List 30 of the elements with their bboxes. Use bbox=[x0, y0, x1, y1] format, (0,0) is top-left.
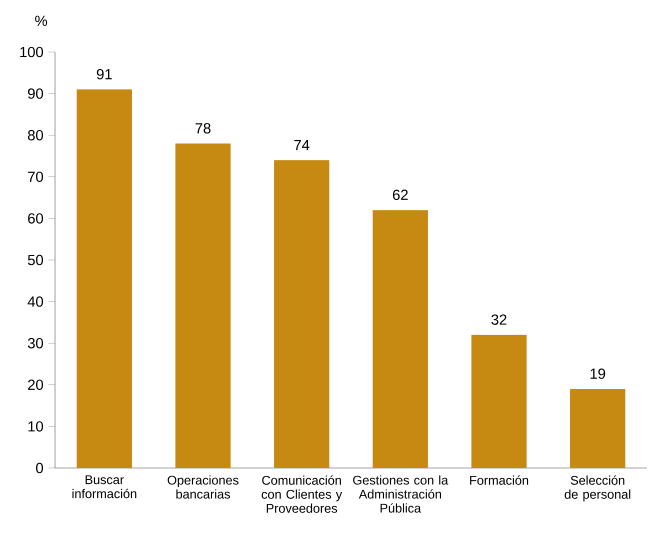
x-tick-label: Gestiones con la Administración Pública bbox=[353, 475, 448, 513]
bar bbox=[372, 210, 428, 468]
y-tick-label: 40 bbox=[28, 296, 44, 307]
y-tick-label: 50 bbox=[28, 254, 44, 266]
y-tick-label: 100 bbox=[20, 46, 44, 58]
x-tick-label: Selección de personal bbox=[564, 475, 630, 502]
y-tick-label: 90 bbox=[28, 88, 44, 99]
y-tick-label: 0 bbox=[36, 462, 44, 474]
bar bbox=[175, 144, 231, 468]
data-label: 19 bbox=[590, 368, 606, 379]
x-tick-label: Buscar información bbox=[72, 475, 136, 498]
data-label: 74 bbox=[294, 140, 310, 150]
y-tick-label: 30 bbox=[28, 338, 44, 348]
y-tick-label: 10 bbox=[28, 421, 44, 432]
data-label: 91 bbox=[96, 69, 112, 80]
bar bbox=[570, 388, 626, 468]
x-tick-label: Operaciones bancarias bbox=[168, 475, 238, 499]
y-tick-label: 70 bbox=[28, 172, 44, 182]
bar bbox=[471, 334, 527, 468]
y-tick-label: 60 bbox=[28, 213, 44, 224]
x-tick-label: Formación bbox=[470, 475, 528, 485]
data-label: 32 bbox=[491, 314, 506, 325]
bar bbox=[274, 160, 330, 468]
data-label: 78 bbox=[196, 123, 211, 134]
y-tick-label: 80 bbox=[28, 130, 44, 140]
y-axis-title: % bbox=[35, 16, 48, 26]
bar bbox=[76, 89, 132, 468]
y-tick-label: 20 bbox=[28, 380, 44, 390]
x-tick-label: Comunicación con Clientes y Proveedores bbox=[262, 475, 342, 513]
data-label: 62 bbox=[392, 190, 408, 200]
